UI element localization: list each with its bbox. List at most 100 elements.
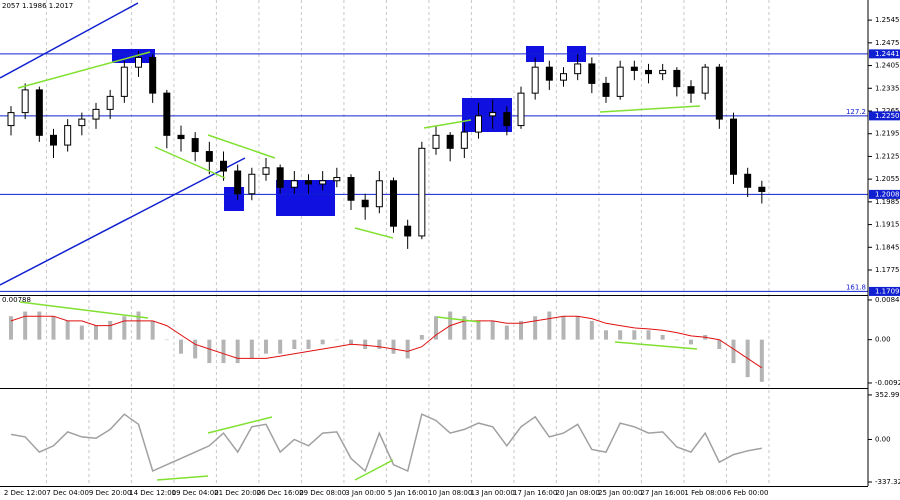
- macd-bar: [150, 320, 155, 340]
- candle-body: [177, 134, 185, 140]
- candle-body: [262, 167, 270, 175]
- divergence-line: [614, 341, 698, 350]
- candle-body: [135, 56, 142, 68]
- y-tick-label: 1.2055: [875, 175, 900, 183]
- candle-body: [375, 180, 383, 208]
- candle-body: [319, 180, 327, 185]
- macd-bar: [759, 339, 764, 382]
- x-tick-label: 27 Jan 16:00: [641, 489, 685, 497]
- level-label-bg: [869, 189, 900, 199]
- frame: [0, 0, 869, 487]
- header: 2057 1.1986 1.2017: [2, 2, 73, 10]
- candle-body: [78, 118, 86, 127]
- candle-body: [7, 112, 15, 127]
- y-tick-label: 1.2335: [875, 84, 900, 92]
- macd-bar: [490, 320, 495, 340]
- macd-bar: [717, 339, 722, 350]
- divergences: [17, 51, 701, 481]
- macd-bar: [207, 339, 212, 364]
- macd-signal: [10, 315, 763, 369]
- candle-body: [163, 92, 171, 136]
- x-tick-label: 5 Jan 16:00: [388, 489, 428, 497]
- candle-body: [92, 108, 100, 120]
- candle-body: [120, 66, 128, 97]
- macd-bar: [179, 339, 183, 354]
- macd-bar: [604, 330, 608, 340]
- level-label-bg: [869, 111, 900, 121]
- plot: [0, 50, 868, 473]
- candle-body: [744, 173, 752, 188]
- y-tick-label: -0.00924: [875, 379, 900, 387]
- candle-body: [290, 180, 298, 188]
- macd-bar: [363, 339, 368, 350]
- macd-bar: [9, 316, 13, 340]
- macd-bar: [589, 320, 594, 340]
- macd-bar: [136, 311, 141, 340]
- x-tick-label: 3 Jan 00:00: [345, 489, 385, 497]
- candle-body: [602, 82, 610, 97]
- macd-bar: [391, 339, 396, 354]
- level-label: 1.2441: [875, 50, 900, 58]
- macd-bar: [108, 320, 113, 340]
- candle-body: [106, 95, 114, 110]
- macd-bar: [193, 339, 198, 359]
- macd-bar: [462, 316, 467, 340]
- macd-bar: [51, 316, 56, 340]
- candle-body: [234, 170, 242, 195]
- level-label: 1.1709: [875, 287, 900, 295]
- candle-body: [21, 89, 29, 114]
- macd-bar: [65, 320, 70, 340]
- candle-body: [503, 112, 511, 127]
- macd-bar: [221, 339, 226, 364]
- macd-bar: [618, 330, 623, 340]
- macd-bar: [377, 339, 382, 350]
- divergence-line: [154, 146, 226, 179]
- y-tick-label: 0.00: [875, 435, 891, 443]
- y-tick-label: -337.326: [875, 478, 900, 486]
- divergence-line: [423, 119, 472, 129]
- x-tick-label: 7 Dec 04:00: [46, 489, 89, 497]
- macd-bar: [79, 325, 84, 340]
- x-tick-label: 19 Dec 04:00: [172, 489, 219, 497]
- candle-body: [35, 89, 43, 136]
- macd-bar: [632, 330, 637, 340]
- candle-body: [687, 86, 695, 94]
- macd-bar: [278, 339, 283, 354]
- level-label: 1.2008: [875, 190, 900, 198]
- level-label: 1.2250: [875, 112, 900, 120]
- candle-body: [404, 225, 412, 237]
- macd-bar: [561, 316, 566, 340]
- y-tick-label: 1.1985: [875, 198, 900, 206]
- macd-bar: [434, 316, 438, 340]
- candle-body: [659, 69, 667, 75]
- macd-value: 0.00788: [2, 296, 31, 304]
- macd-bar: [334, 339, 339, 341]
- y-tick-label: 0.00847: [875, 296, 900, 304]
- divergence-line: [354, 227, 394, 239]
- candle-body: [361, 199, 369, 208]
- x-tick-label: 25 Jan 00:00: [598, 489, 642, 497]
- y-tick-label: 1.1915: [875, 221, 900, 229]
- macd-bar: [504, 325, 509, 340]
- divergence-line: [207, 416, 273, 434]
- macd-bar: [405, 339, 410, 359]
- divergence-line: [436, 316, 481, 323]
- candle-body: [560, 73, 567, 81]
- candle-body: [673, 69, 681, 88]
- macd-bar: [731, 339, 736, 364]
- macd-bar: [575, 316, 580, 340]
- x-tick-label: 29 Dec 08:00: [299, 489, 346, 497]
- x-tick-label: 2 Dec 12:00: [4, 489, 47, 497]
- y-tick-label: 352.9968: [875, 391, 900, 399]
- macd-bar: [519, 320, 523, 340]
- candle-body: [460, 131, 468, 149]
- x-tick-label: 1 Feb 08:00: [684, 489, 725, 497]
- candle-body: [305, 180, 312, 185]
- level-label-bg: [869, 49, 900, 59]
- trend-line: [0, 2, 139, 79]
- candle-body: [347, 177, 355, 201]
- candle-body: [574, 63, 582, 75]
- y-tick-label: 0.00: [875, 336, 891, 344]
- y-tick-label: 1.1845: [875, 243, 900, 251]
